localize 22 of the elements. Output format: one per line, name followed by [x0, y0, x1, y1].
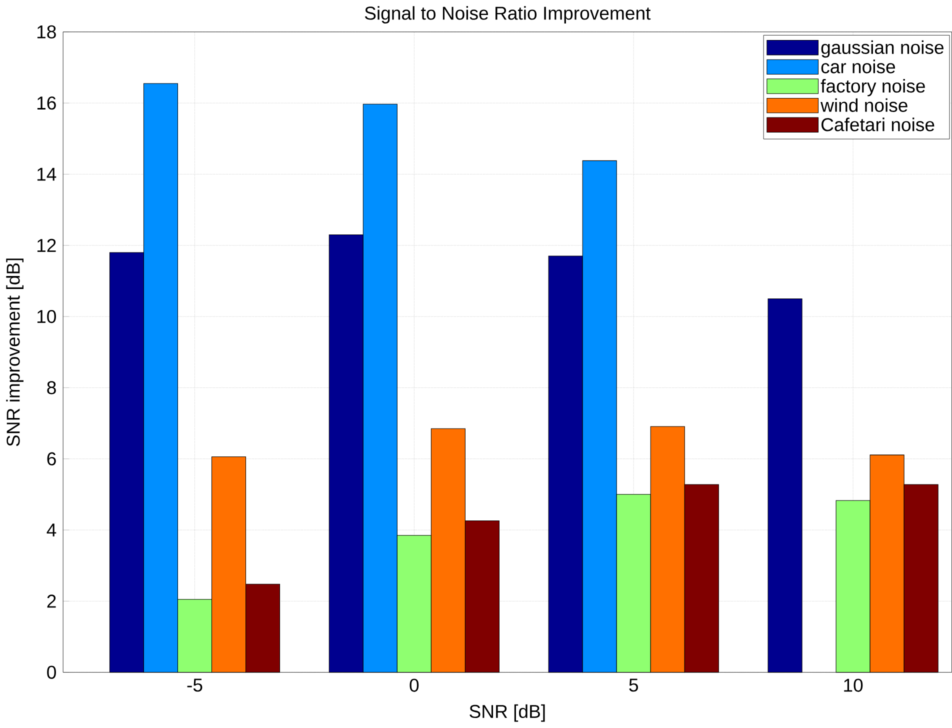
- legend-label: wind noise: [820, 98, 908, 112]
- y-tick-label: 4: [46, 524, 56, 536]
- x-tick-label: -5: [187, 678, 202, 692]
- x-tick-label: 0: [410, 678, 419, 692]
- y-tick-label: 6: [47, 452, 56, 466]
- legend-label: factory noise: [820, 79, 925, 96]
- y-tick-label: 2: [47, 594, 56, 608]
- y-tick-label: 14: [37, 168, 56, 181]
- y-axis-title: SNR improvement [dB]: [6, 258, 24, 446]
- legend-label: gaussian noise: [821, 40, 944, 58]
- x-tick-label: 10: [844, 678, 863, 692]
- chart-title: Signal to Noise Ratio Improvement: [364, 6, 651, 24]
- y-tick-label: 8: [47, 381, 56, 394]
- y-tick-label: 16: [37, 96, 56, 110]
- y-tick-label: 12: [37, 238, 56, 252]
- y-tick-label: 10: [37, 310, 56, 324]
- legend-label: Cafetari noise: [822, 118, 934, 132]
- y-tick-label: 0: [47, 666, 56, 679]
- legend-label: car noise: [821, 60, 896, 74]
- y-tick-label: 18: [37, 25, 56, 39]
- x-tick-label: 5: [629, 678, 638, 692]
- x-axis-title: SNR [dB]: [470, 704, 545, 722]
